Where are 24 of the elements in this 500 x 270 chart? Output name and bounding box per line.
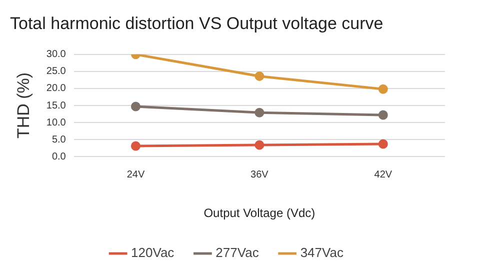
legend-label: 120Vac — [131, 245, 175, 260]
y-axis-title: THD (%) — [14, 72, 33, 139]
legend-label: 347Vac — [300, 245, 344, 260]
y-tick-label: 0.0 — [52, 151, 66, 162]
y-tick-label: 15.0 — [46, 100, 66, 112]
point — [378, 84, 388, 94]
x-tick-label: 42V — [374, 169, 392, 180]
x-tick-label: 36V — [250, 169, 269, 180]
point — [130, 102, 140, 112]
y-tick-label: 30.0 — [46, 49, 66, 60]
point — [378, 110, 388, 120]
y-tick-label: 25.0 — [46, 66, 66, 78]
x-axis-title: Output Voltage (Vdc) — [204, 206, 316, 220]
legend-label: 277Vac — [216, 245, 260, 260]
y-tick-label: 20.0 — [46, 83, 66, 94]
point — [254, 140, 264, 150]
point — [378, 139, 388, 149]
point — [254, 108, 264, 118]
y-tick-label: 5.0 — [52, 134, 66, 146]
y-tick-label: 10.0 — [46, 117, 66, 128]
point — [130, 141, 140, 151]
x-tick-label: 24V — [126, 169, 145, 180]
chart-title: Total harmonic distortion VS Output voltage curve — [10, 14, 384, 33]
point — [254, 71, 264, 81]
